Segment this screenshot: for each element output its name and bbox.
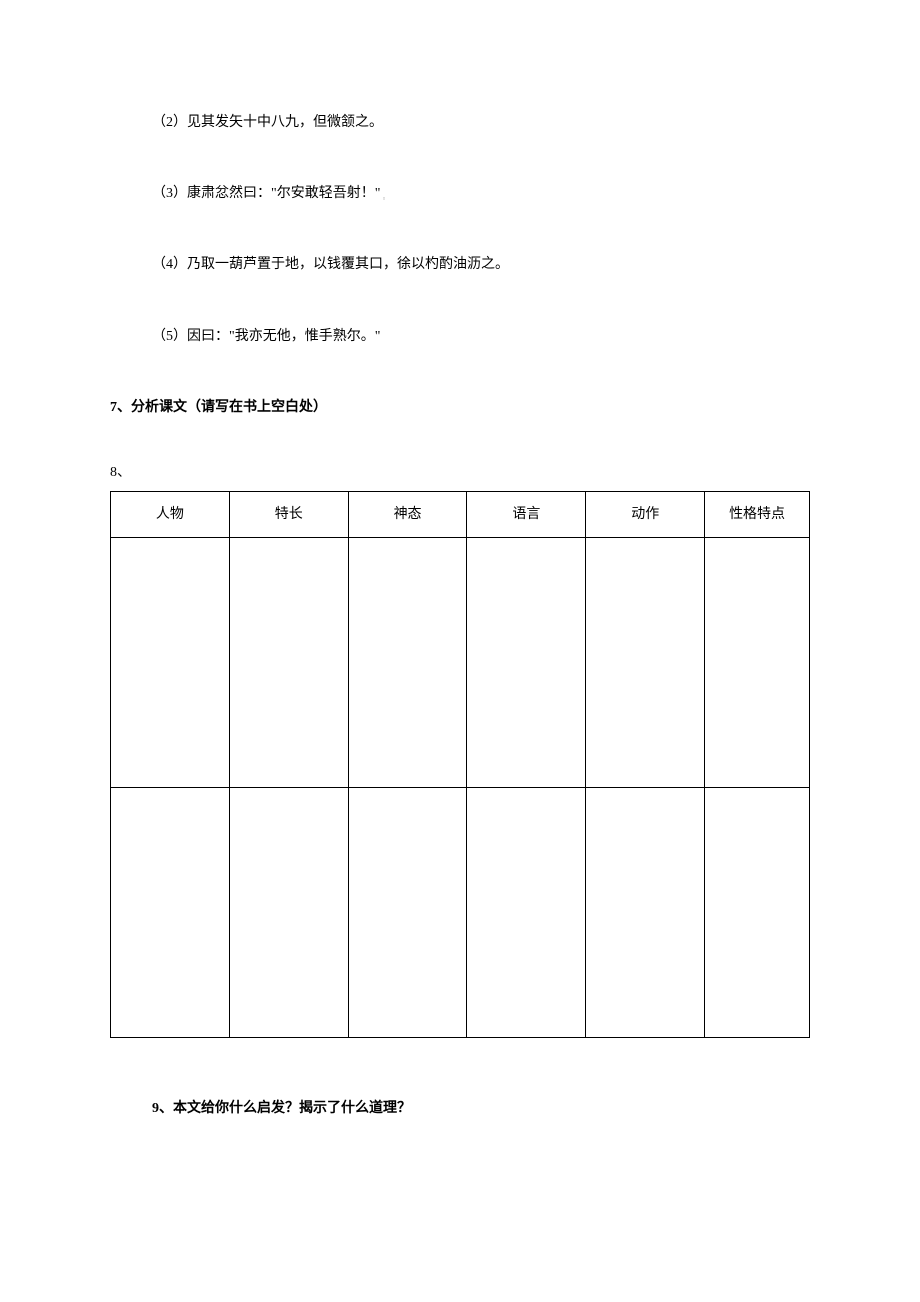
item-5: （5）因曰："我亦无他，惟手熟尔。" xyxy=(110,324,810,349)
question-7: 7、分析课文（请写在书上空白处） xyxy=(110,395,810,420)
header-action: 动作 xyxy=(586,492,705,538)
header-person: 人物 xyxy=(111,492,230,538)
cell-r1c2 xyxy=(229,538,348,788)
cell-r2c5 xyxy=(586,788,705,1038)
question-9: 9、本文给你什么启发？揭示了什么道理？ xyxy=(110,1096,810,1121)
header-expression: 神态 xyxy=(348,492,467,538)
question-8-text: 8、 xyxy=(110,465,131,480)
item-3-text: （3）康肃忿然曰："尔安敢轻吾射！" xyxy=(152,186,380,201)
character-table: 人物 特长 神态 语言 动作 性格特点 xyxy=(110,491,810,1038)
cell-r1c5 xyxy=(586,538,705,788)
small-mark-icon: ▫ xyxy=(382,194,385,203)
cell-r2c2 xyxy=(229,788,348,1038)
header-specialty: 特长 xyxy=(229,492,348,538)
question-7-text: 7、分析课文（请写在书上空白处） xyxy=(110,400,327,415)
item-2-text: （2）见其发矢十中八九，但微颔之。 xyxy=(152,115,383,130)
table-header-row: 人物 特长 神态 语言 动作 性格特点 xyxy=(111,492,810,538)
cell-r1c4 xyxy=(467,538,586,788)
table-row xyxy=(111,538,810,788)
item-2: （2）见其发矢十中八九，但微颔之。 xyxy=(110,110,810,135)
cell-r2c4 xyxy=(467,788,586,1038)
item-4: （4）乃取一葫芦置于地，以钱覆其口，徐以杓酌油沥之。 xyxy=(110,252,810,277)
table-row xyxy=(111,788,810,1038)
header-personality: 性格特点 xyxy=(705,492,810,538)
cell-r1c3 xyxy=(348,538,467,788)
cell-r1c6 xyxy=(705,538,810,788)
cell-r2c6 xyxy=(705,788,810,1038)
question-9-text: 9、本文给你什么启发？揭示了什么道理？ xyxy=(152,1101,411,1116)
item-3: （3）康肃忿然曰："尔安敢轻吾射！"▫ xyxy=(110,181,810,206)
item-4-text: （4）乃取一葫芦置于地，以钱覆其口，徐以杓酌油沥之。 xyxy=(152,257,509,272)
cell-r2c3 xyxy=(348,788,467,1038)
cell-r2c1 xyxy=(111,788,230,1038)
cell-r1c1 xyxy=(111,538,230,788)
question-8: 8、 xyxy=(110,460,810,485)
header-language: 语言 xyxy=(467,492,586,538)
item-5-text: （5）因曰："我亦无他，惟手熟尔。" xyxy=(152,329,380,344)
character-table-wrapper: 人物 特长 神态 语言 动作 性格特点 xyxy=(110,491,810,1038)
